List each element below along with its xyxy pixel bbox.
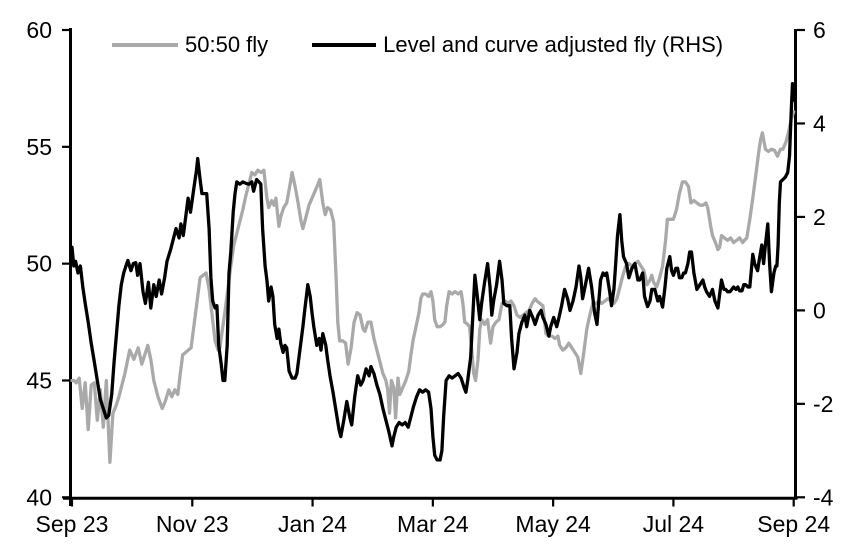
y-left-tick-label-40: 40 — [26, 484, 52, 510]
series-line-50-50-fly — [70, 110, 796, 464]
x-tick-label-sep-24: Sep 24 — [757, 511, 830, 537]
y-right-tick-label--4: -4 — [813, 484, 834, 510]
y-left-tick-label-50: 50 — [26, 251, 52, 277]
y-right-tick-label-2: 2 — [813, 204, 826, 230]
legend-item-5050-fly: 50:50 fly — [112, 31, 268, 59]
y-right-tick-label--2: -2 — [813, 391, 833, 417]
legend-label-level-curve-adjusted-fly: Level and curve adjusted fly (RHS) — [383, 32, 724, 57]
y-left-tick-label-55: 55 — [26, 134, 52, 160]
x-tick-label-sep-23: Sep 23 — [36, 511, 109, 537]
x-tick-label-jan-24: Jan 24 — [278, 511, 347, 537]
legend: 50:50 fly Level and curve adjusted fly (… — [112, 31, 723, 59]
black-line-swatch — [312, 43, 377, 47]
y-left-tick-label-45: 45 — [26, 367, 52, 393]
y-left-tick-label-60: 60 — [26, 17, 52, 43]
x-tick-label-may-24: May 24 — [515, 511, 591, 537]
x-tick-label-jul-24: Jul 24 — [643, 511, 705, 537]
gray-line-swatch — [112, 43, 178, 47]
y-right-tick-label-4: 4 — [813, 110, 826, 136]
legend-label-5050-fly: 50:50 fly — [185, 32, 269, 57]
y-right-tick-label-0: 0 — [813, 297, 826, 323]
y-right-tick-label-6: 6 — [813, 17, 826, 43]
legend-item-level-curve-adjusted-fly: Level and curve adjusted fly (RHS) — [312, 31, 723, 59]
series-line-level-and-curve-adjusted-fly-rhs- — [70, 82, 796, 462]
x-tick-label-nov-23: Nov 23 — [156, 511, 229, 537]
x-tick-label-mar-24: Mar 24 — [397, 511, 469, 537]
